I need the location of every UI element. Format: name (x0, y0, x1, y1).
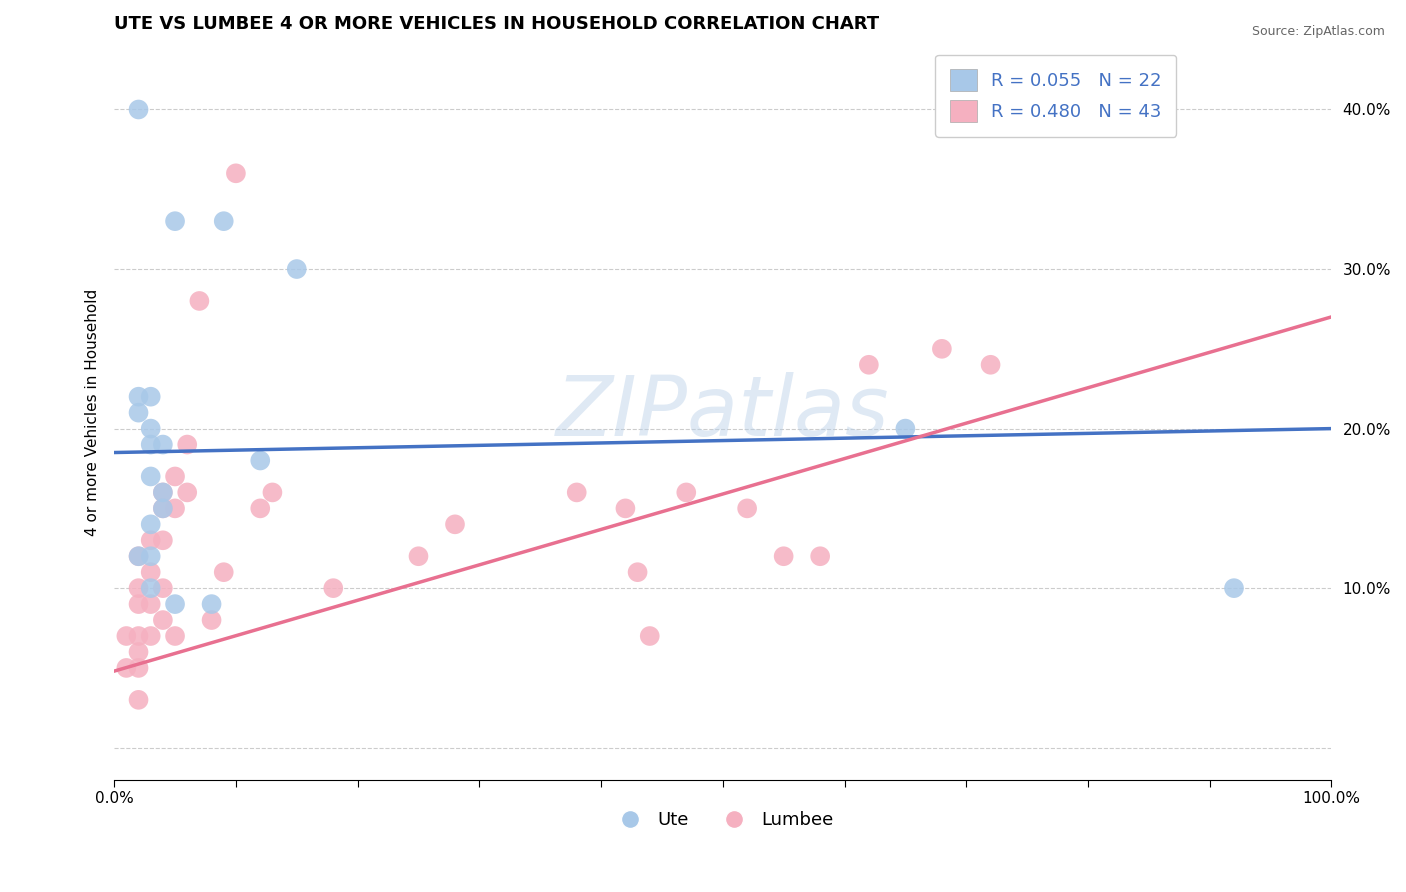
Point (165, 214, 187, 228)
Point (128, 581, 150, 595)
Point (858, 358, 880, 372)
Point (225, 166, 247, 180)
Point (139, 421, 162, 435)
Point (152, 485, 174, 500)
Point (128, 629, 150, 643)
Point (212, 214, 235, 228)
Point (152, 581, 174, 595)
Point (772, 549, 794, 564)
Point (128, 693, 150, 707)
Point (188, 293, 211, 308)
Point (128, 661, 150, 675)
Point (808, 549, 831, 564)
Legend: Ute, Lumbee: Ute, Lumbee (605, 805, 841, 837)
Point (675, 485, 697, 500)
Point (626, 565, 648, 579)
Point (152, 485, 174, 500)
Point (638, 629, 661, 643)
Point (152, 533, 174, 548)
Point (128, 406, 150, 420)
Point (249, 501, 271, 516)
Point (128, 549, 150, 564)
Point (128, 645, 150, 659)
Point (285, 262, 308, 277)
Point (152, 613, 174, 627)
Point (200, 613, 222, 627)
Point (139, 549, 162, 564)
Point (165, 629, 187, 643)
Y-axis label: 4 or more Vehicles in Household: 4 or more Vehicles in Household (86, 289, 100, 536)
Point (165, 597, 187, 611)
Point (262, 485, 284, 500)
Point (176, 485, 198, 500)
Point (139, 533, 162, 548)
Point (931, 342, 953, 356)
Point (980, 358, 1002, 372)
Point (139, 390, 162, 404)
Point (128, 597, 150, 611)
Point (200, 597, 222, 611)
Point (139, 437, 162, 451)
Point (128, 549, 150, 564)
Point (322, 581, 344, 595)
Point (165, 469, 187, 483)
Text: ZIPatlas: ZIPatlas (555, 372, 890, 453)
Point (444, 517, 467, 532)
Point (176, 437, 198, 451)
Point (115, 629, 138, 643)
Point (212, 565, 235, 579)
Point (152, 501, 174, 516)
Point (152, 501, 174, 516)
Point (128, 103, 150, 117)
Point (128, 390, 150, 404)
Point (115, 661, 138, 675)
Point (139, 597, 162, 611)
Point (165, 501, 187, 516)
Point (1223, 581, 1246, 595)
Point (614, 501, 637, 516)
Point (408, 549, 430, 564)
Point (894, 421, 917, 435)
Point (139, 517, 162, 532)
Text: UTE VS LUMBEE 4 OR MORE VEHICLES IN HOUSEHOLD CORRELATION CHART: UTE VS LUMBEE 4 OR MORE VEHICLES IN HOUS… (114, 15, 879, 33)
Point (565, 485, 588, 500)
Point (139, 581, 162, 595)
Point (139, 629, 162, 643)
Point (249, 453, 271, 467)
Point (139, 469, 162, 483)
Text: Source: ZipAtlas.com: Source: ZipAtlas.com (1251, 25, 1385, 38)
Point (139, 565, 162, 579)
Point (152, 437, 174, 451)
Point (735, 501, 758, 516)
